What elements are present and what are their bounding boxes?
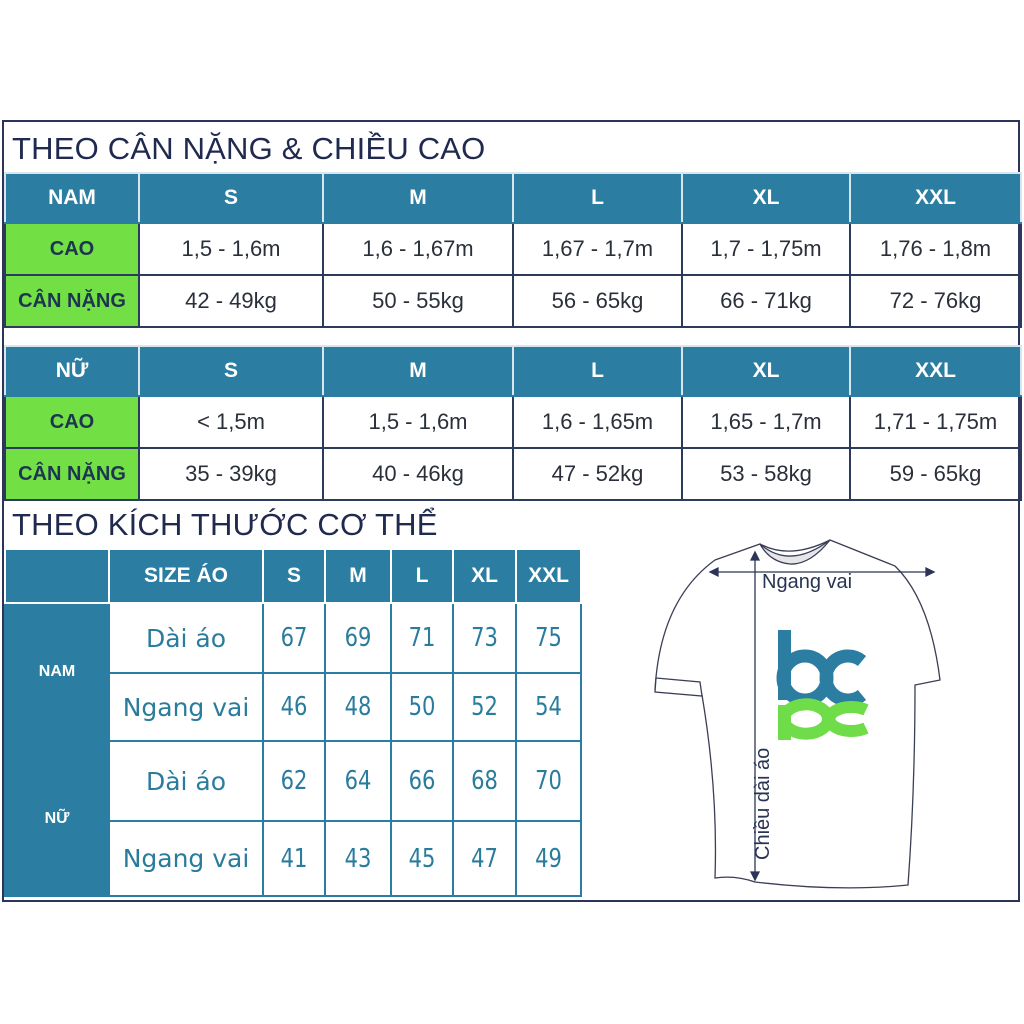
male-weight-height-table: NAM S M L XL XXL CAO 1,5 - 1,6m 1,6 - 1,67m 1,67 …: [4, 172, 1022, 328]
measurement-label: Dài áo: [108, 740, 264, 822]
section-title-weight-height: THEO CÂN NẶNG & CHIỀU CAO: [12, 131, 486, 166]
value-cell: 50 - 55kg: [322, 274, 514, 328]
table-row: Ngang vai 46 48 50 52 54: [5, 672, 581, 742]
value-cell: 75: [518, 602, 579, 674]
value-cell: 52: [455, 672, 514, 742]
table-row: CAO < 1,5m 1,5 - 1,6m 1,6 - 1,65m 1,65 - 1,7…: [4, 395, 1022, 449]
measurement-label: Ngang vai: [108, 820, 264, 897]
header-cell: XXL: [515, 548, 582, 604]
group-label: NAM: [4, 602, 110, 742]
female-weight-height-table: NỮ S M L XL XXL CAO < 1,5m 1,5 - 1,6m 1,6 - 1,65m…: [4, 345, 1022, 501]
header-cell: XL: [681, 345, 851, 397]
header-cell: XXL: [849, 172, 1022, 224]
chart-frame: [2, 120, 1020, 902]
value-cell: 35 - 39kg: [138, 447, 324, 501]
header-cell: XL: [681, 172, 851, 224]
value-cell: 69: [327, 602, 389, 674]
header-cell: S: [138, 172, 324, 224]
header-cell: L: [390, 548, 454, 604]
header-cell: XL: [452, 548, 517, 604]
header-cell: NỮ: [4, 345, 140, 397]
group-label: NỮ: [4, 740, 110, 897]
value-cell: 41: [265, 820, 323, 897]
row-label: CAO: [4, 222, 140, 276]
value-cell: 62: [265, 740, 323, 822]
value-cell: 54: [518, 672, 579, 742]
value-cell: 45: [393, 820, 451, 897]
header-cell: [4, 548, 110, 604]
header-cell: XXL: [849, 345, 1022, 397]
value-cell: 1,6 - 1,67m: [322, 222, 514, 276]
value-cell: 67: [265, 602, 323, 674]
value-cell: 64: [327, 740, 389, 822]
value-cell: 72 - 76kg: [849, 274, 1022, 328]
value-cell: 1,5 - 1,6m: [138, 222, 324, 276]
header-row: NAM S M L XL XXL: [4, 172, 1022, 224]
value-cell: 68: [455, 740, 514, 822]
value-cell: 50: [393, 672, 451, 742]
value-cell: 47 - 52kg: [512, 447, 683, 501]
header-cell: NAM: [4, 172, 140, 224]
value-cell: 46: [265, 672, 323, 742]
table-row: NỮ Dài áo 62 64 66 68 70: [4, 740, 581, 897]
section-title-body-size: THEO KÍCH THƯỚC CƠ THỂ: [12, 507, 438, 542]
body-measurement-table: SIZE ÁO S M L XL XXL NAM Dài áo 67 69 71 73 75 Ngang …: [4, 548, 582, 897]
row-label: CÂN NẶNG: [4, 274, 140, 328]
value-cell: 1,7 - 1,75m: [681, 222, 851, 276]
table-row: CÂN NẶNG 35 - 39kg 40 - 46kg 47 - 52kg 53 - …: [4, 447, 1022, 501]
value-cell: 53 - 58kg: [681, 447, 851, 501]
value-cell: 56 - 65kg: [512, 274, 683, 328]
shirt-length-label: Chiều dài áo: [752, 747, 774, 860]
value-cell: 71: [393, 602, 451, 674]
value-cell: 48: [327, 672, 389, 742]
value-cell: 70: [518, 740, 579, 822]
table-row: NAM Dài áo 67 69 71 73 75: [4, 602, 581, 742]
value-cell: 1,6 - 1,65m: [512, 395, 683, 449]
row-label: CÂN NẶNG: [4, 447, 140, 501]
header-cell: M: [324, 548, 392, 604]
value-cell: 47: [455, 820, 514, 897]
header-cell: M: [322, 345, 514, 397]
header-row: NỮ S M L XL XXL: [4, 345, 1022, 397]
header-cell: M: [322, 172, 514, 224]
value-cell: 59 - 65kg: [849, 447, 1022, 501]
value-cell: < 1,5m: [138, 395, 324, 449]
tshirt-diagram: [654, 539, 941, 889]
table-row: Ngang vai 41 43 45 47 49: [5, 820, 581, 897]
shoulder-width-label: Ngang vai: [762, 571, 853, 593]
value-cell: 66 - 71kg: [681, 274, 851, 328]
table-row: CAO 1,5 - 1,6m 1,6 - 1,67m 1,67 - 1,7m 1,7 -…: [4, 222, 1022, 276]
value-cell: 66: [393, 740, 451, 822]
table-row: CÂN NẶNG 42 - 49kg 50 - 55kg 56 - 65kg 66 - …: [4, 274, 1022, 328]
value-cell: 1,65 - 1,7m: [681, 395, 851, 449]
measurement-label: Ngang vai: [108, 672, 264, 742]
value-cell: 49: [518, 820, 579, 897]
value-cell: 42 - 49kg: [138, 274, 324, 328]
measurement-label: Dài áo: [108, 602, 264, 674]
header-row: SIZE ÁO S M L XL XXL: [4, 548, 582, 604]
value-cell: 1,67 - 1,7m: [512, 222, 683, 276]
header-cell: S: [262, 548, 326, 604]
header-cell: S: [138, 345, 324, 397]
header-cell: L: [512, 345, 683, 397]
header-cell: L: [512, 172, 683, 224]
value-cell: 40 - 46kg: [322, 447, 514, 501]
bcpc-logo: [776, 630, 869, 740]
value-cell: 1,5 - 1,6m: [322, 395, 514, 449]
row-label: CAO: [4, 395, 140, 449]
header-cell: SIZE ÁO: [108, 548, 264, 604]
value-cell: 1,71 - 1,75m: [849, 395, 1022, 449]
value-cell: 1,76 - 1,8m: [849, 222, 1022, 276]
value-cell: 43: [327, 820, 389, 897]
value-cell: 73: [455, 602, 514, 674]
